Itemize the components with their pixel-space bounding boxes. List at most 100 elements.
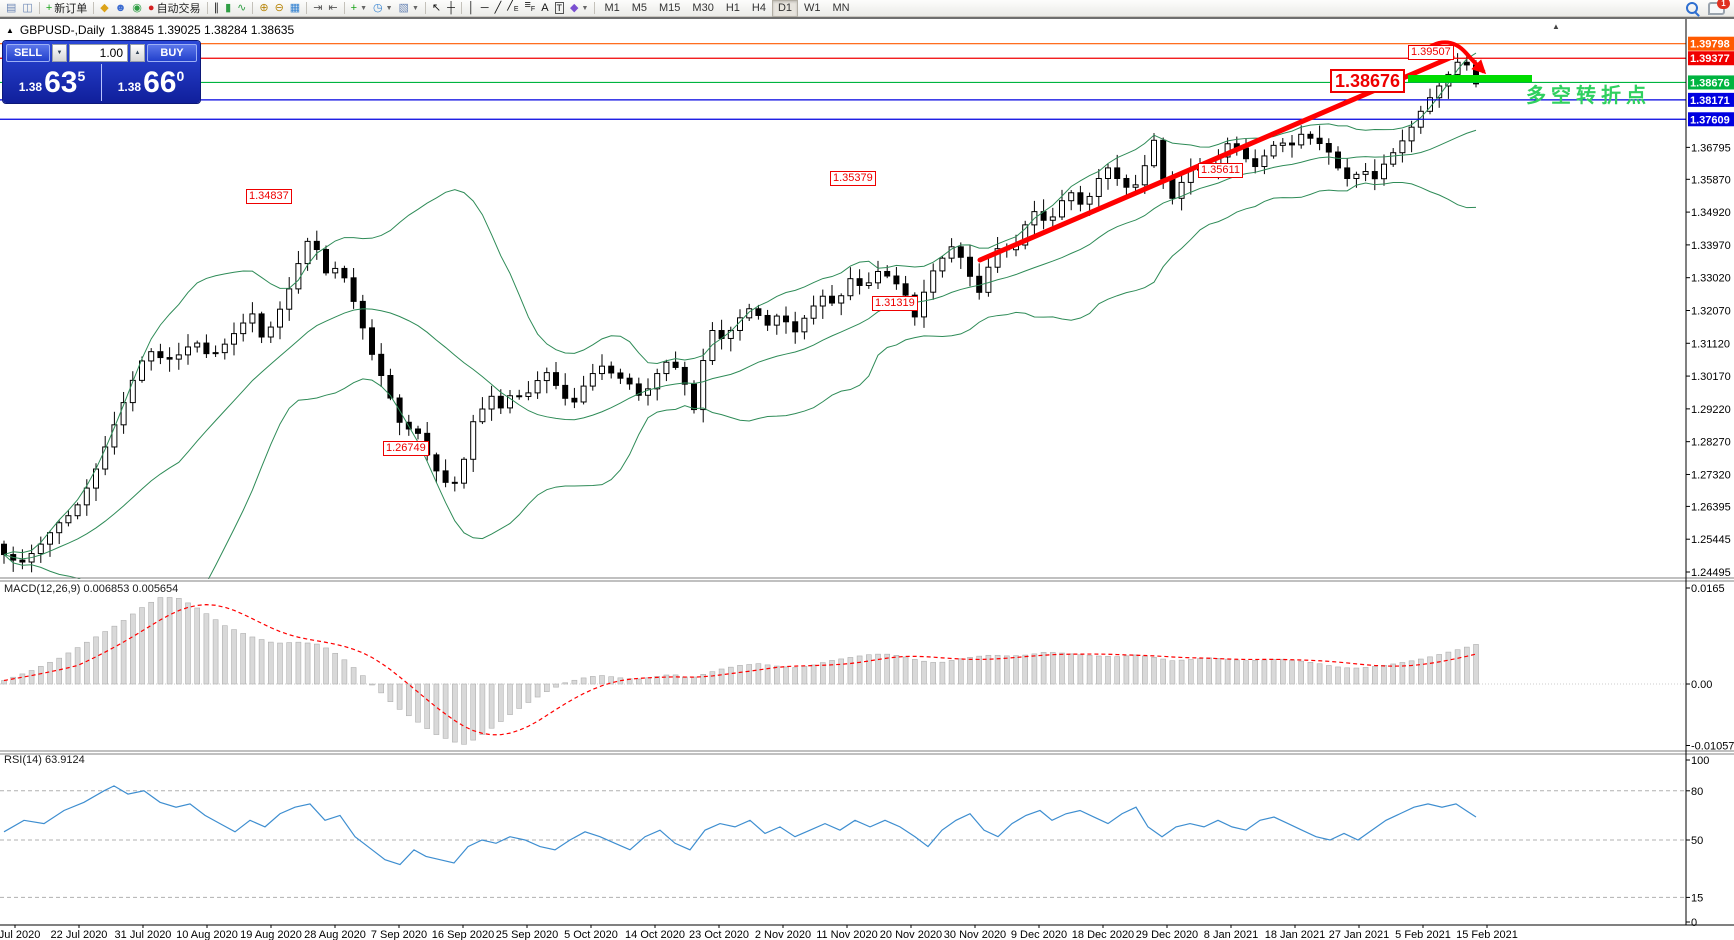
chat-icon[interactable]: 1 xyxy=(1708,0,1730,15)
horizontal-line-icon[interactable]: ─ xyxy=(478,0,492,17)
macd-bar xyxy=(562,682,569,685)
new-order-button-label: 新订单 xyxy=(54,3,88,15)
chevron-down-icon[interactable]: ▼ xyxy=(581,4,589,12)
macd-bar xyxy=(1261,659,1268,685)
zoom-out-icon[interactable]: ⊖ xyxy=(272,0,287,17)
chart-shift-icon[interactable]: ⇤ xyxy=(325,0,340,17)
tile-windows-icon[interactable]: ▦ xyxy=(287,0,303,17)
line-chart-icon[interactable]: ∿ xyxy=(234,0,249,17)
community-icon: ☻ xyxy=(114,2,127,14)
macd-bar xyxy=(1224,658,1231,685)
price-annotation[interactable]: 1.31319 xyxy=(872,296,918,311)
price-axis[interactable]: 1.36795 1.35870 1.34920 1.33970 1.33020 1.320… xyxy=(1686,142,1731,579)
macd-bar xyxy=(1454,649,1461,685)
date-tick-label: 10 Aug 2020 xyxy=(176,929,238,940)
macd-bar xyxy=(93,636,99,685)
timeframe-button-h1[interactable]: H1 xyxy=(725,2,740,14)
cursor-icon[interactable]: ↖ xyxy=(429,0,444,17)
macd-bar xyxy=(37,666,44,685)
price-annotation[interactable]: 1.35379 xyxy=(830,171,876,186)
macd-bar xyxy=(1234,659,1240,685)
trendline-icon[interactable]: ╱ xyxy=(492,0,505,17)
macd-bar xyxy=(1215,658,1222,685)
price-annotation[interactable]: 1.35611 xyxy=(1198,163,1243,178)
macd-bar xyxy=(1197,658,1203,685)
vertical-line-icon[interactable]: │ xyxy=(465,0,478,17)
macd-bar xyxy=(139,607,145,685)
volume-input[interactable] xyxy=(69,44,128,62)
new-chart-icon[interactable]: ▤ xyxy=(3,0,19,17)
volume-up-button[interactable]: ▲ xyxy=(130,44,145,62)
bar-chart-icon[interactable]: ∥ xyxy=(211,0,223,17)
macd-bar xyxy=(19,673,26,685)
price-annotation[interactable]: 1.39507 xyxy=(1408,45,1454,60)
buy-button[interactable]: BUY xyxy=(147,44,197,62)
cursor-icon: ↖ xyxy=(431,2,442,14)
text-label-icon[interactable]: T xyxy=(552,0,568,17)
timeframe-button-m30[interactable]: M30 xyxy=(692,2,714,14)
chevron-down-icon[interactable]: ▼ xyxy=(385,4,393,12)
profiles-icon[interactable]: ◫ xyxy=(19,0,35,17)
timeframe-button-m15[interactable]: M15 xyxy=(659,2,681,14)
macd-bar xyxy=(84,641,90,685)
macd-bar xyxy=(1040,652,1047,685)
macd-bar xyxy=(764,664,771,685)
timeframe-button-m1[interactable]: M1 xyxy=(604,2,620,14)
date-tick-label: 27 Jan 2021 xyxy=(1329,929,1390,940)
arrows-icon[interactable]: ◆ ▼ xyxy=(567,0,591,17)
macd-bar xyxy=(277,642,283,685)
macd-bar xyxy=(1353,667,1360,685)
macd-bar xyxy=(28,670,35,685)
timeframe-button-w1[interactable]: W1 xyxy=(804,2,821,14)
macd-bar xyxy=(1,680,7,685)
macd-bar xyxy=(350,667,357,685)
chart-canvas[interactable]: 1.39798 1.39377 1.38676 1.38171 1.37609 ▲ 1.36… xyxy=(0,19,1734,940)
macd-bar xyxy=(847,657,854,685)
rsi-tick-label: 80 xyxy=(1691,786,1703,798)
macd-bar xyxy=(663,674,670,685)
timeframe-button-m5[interactable]: M5 xyxy=(631,2,648,14)
equidistant-channel-icon[interactable]: ╱E xyxy=(504,0,521,17)
fibonacci-icon[interactable]: ≡F xyxy=(522,0,539,17)
price-pane xyxy=(1,53,1479,573)
candlestick-chart-icon[interactable]: ▮ xyxy=(222,0,234,17)
periods-icon[interactable]: ◷ ▼ xyxy=(370,0,396,17)
text-label-icon: T xyxy=(554,2,565,14)
timeframe-button-mn[interactable]: MN xyxy=(832,2,850,14)
chevron-down-icon[interactable]: ▼ xyxy=(411,4,419,12)
price-annotation[interactable]: 1.34837 xyxy=(246,189,292,204)
collapse-icon[interactable]: ▲ xyxy=(6,25,14,35)
macd-bar xyxy=(286,642,293,685)
sell-price[interactable]: 1.38 63 5 xyxy=(3,64,102,101)
timeframe-button-d1[interactable]: D1 xyxy=(771,0,799,17)
price-tick-label: 1.26395 xyxy=(1691,501,1731,513)
search-icon[interactable] xyxy=(1686,2,1698,14)
templates-icon[interactable]: ▧ ▼ xyxy=(396,0,422,17)
macd-bar xyxy=(313,643,320,685)
timeframe-button-h4[interactable]: H4 xyxy=(751,2,766,14)
rsi-tick-label: 50 xyxy=(1691,835,1703,847)
macd-bar xyxy=(433,683,440,735)
macd-bar xyxy=(810,664,817,685)
autoscroll-icon[interactable]: ⇥ xyxy=(310,0,325,17)
buy-price[interactable]: 1.38 66 0 xyxy=(102,64,200,101)
volume-down-button[interactable]: ▼ xyxy=(52,44,67,62)
price-annotation[interactable]: 1.26749 xyxy=(383,441,429,456)
price-annotation[interactable]: 1.38676 xyxy=(1330,69,1406,93)
new-order-button[interactable]: + 新订单 xyxy=(43,0,90,17)
date-axis[interactable]: 3 Jul 2020 22 Jul 2020 31 Jul 2020 10 Aug 2… xyxy=(0,925,1518,940)
zoom-in-icon[interactable]: ⊕ xyxy=(256,0,271,17)
styler-icon[interactable]: ◆ xyxy=(97,0,111,17)
signals-icon[interactable]: ◉ xyxy=(129,0,145,17)
chevron-down-icon[interactable]: ▼ xyxy=(360,4,367,12)
indicators-icon[interactable]: + ▼ xyxy=(348,0,370,17)
text-icon[interactable]: A xyxy=(538,0,551,17)
highlight-bar-object[interactable] xyxy=(1408,75,1532,82)
autotrading-button[interactable]: ● 自动交易 xyxy=(145,0,204,17)
sell-button[interactable]: SELL xyxy=(6,44,50,62)
crosshair-icon[interactable]: ┼ xyxy=(444,0,458,17)
note-annotation[interactable]: 多空转折点 xyxy=(1526,85,1651,107)
macd-bar xyxy=(130,613,136,685)
community-icon[interactable]: ☻ xyxy=(112,0,130,17)
